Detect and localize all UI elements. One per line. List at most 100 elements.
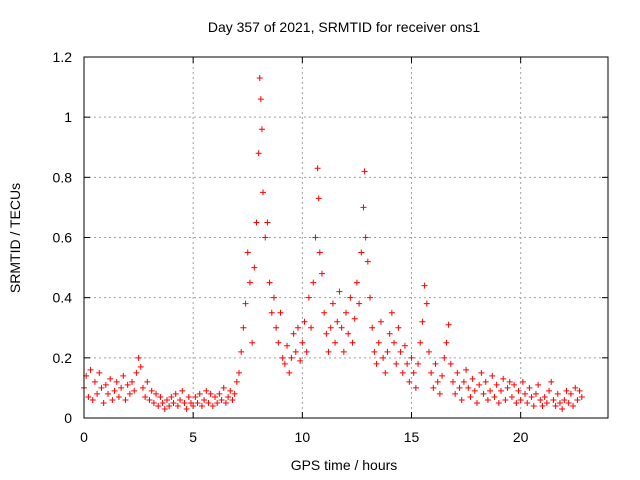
data-point [415,360,422,367]
data-point [251,264,258,271]
data-point [273,324,280,331]
x-axis-ticks: 0 5 10 15 20 [80,57,529,445]
data-point [395,324,402,331]
data-point [576,387,583,394]
data-point [367,294,374,301]
data-point [452,390,459,397]
data-point [421,282,428,289]
data-point [284,342,291,349]
x-tick-label: 10 [295,429,311,445]
data-point [89,396,96,403]
data-point [487,387,494,394]
data-point [181,399,188,406]
data-point [565,399,572,406]
data-point [329,300,336,307]
data-point [203,387,210,394]
data-point [207,390,214,397]
y-tick-label: 0.2 [53,350,73,366]
data-point [111,387,118,394]
data-point [318,270,325,277]
data-point [572,384,579,391]
data-point [463,366,470,373]
data-point [515,387,522,394]
data-point [508,393,515,400]
data-point [526,384,533,391]
data-point [543,399,550,406]
data-point [231,390,238,397]
data-point [356,300,363,307]
data-point [441,354,448,361]
data-point [133,369,140,376]
data-point [146,396,153,403]
data-point [382,369,389,376]
data-point [353,279,360,286]
data-point [478,369,485,376]
data-point [362,234,369,241]
data-point [541,393,548,400]
data-point [373,360,380,367]
data-point [386,330,393,337]
data-point [270,294,277,301]
data-point [380,354,387,361]
data-point [253,219,260,226]
data-point [351,315,358,322]
data-point [196,390,203,397]
data-point [476,381,483,388]
data-point [428,369,435,376]
data-point [425,348,432,355]
data-point [537,396,544,403]
data-point [153,390,160,397]
data-point [242,300,249,307]
data-point [316,249,323,256]
data-point [491,393,498,400]
data-point [548,378,555,385]
data-point [297,357,304,364]
data-point [552,402,559,409]
data-point [504,384,511,391]
y-tick-label: 0.6 [53,230,73,246]
data-point [419,318,426,325]
data-point [139,384,146,391]
data-point [96,369,103,376]
y-tick-label: 0.8 [53,169,73,185]
data-point [550,396,557,403]
data-point [209,402,216,409]
data-point [393,360,400,367]
data-point [334,318,341,325]
data-point [292,348,299,355]
data-point [327,324,334,331]
data-point [190,402,197,409]
data-point [246,279,253,286]
data-point [535,381,542,388]
data-point [404,360,411,367]
data-point [554,390,561,397]
data-point [511,381,518,388]
data-point [336,288,343,295]
data-point [163,396,170,403]
data-point [430,384,437,391]
data-point [277,309,284,316]
data-point [303,348,310,355]
data-point [126,390,133,397]
data-point [124,381,131,388]
x-tick-label: 0 [80,429,88,445]
data-point [458,396,465,403]
data-point [294,324,301,331]
data-point [384,348,391,355]
data-point [574,396,581,403]
data-point [85,393,92,400]
data-point [225,393,232,400]
data-point [198,402,205,409]
data-point [498,387,505,394]
data-point [264,219,271,226]
data-point [412,384,419,391]
data-point [255,150,262,157]
data-point [423,300,430,307]
data-point [406,378,413,385]
data-point [102,381,109,388]
y-tick-label: 0 [64,410,72,426]
data-point [262,234,269,241]
data-point [361,168,368,175]
data-point [532,390,539,397]
data-point [310,279,317,286]
